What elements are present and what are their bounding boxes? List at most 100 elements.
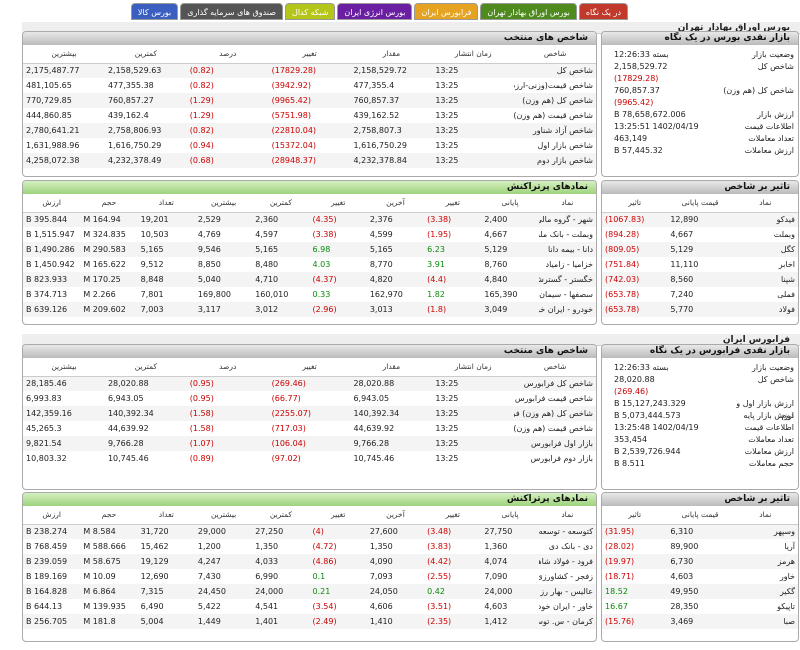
column-header[interactable]: تغییر bbox=[268, 358, 351, 377]
table-row[interactable]: تاپیکو 28,350 16.67 bbox=[602, 599, 798, 614]
tab-4[interactable]: شبکه کدال bbox=[285, 3, 336, 20]
table-row[interactable]: شاخص قیمت فرابورس 13:25 6,943.05 (66.77) (0.… bbox=[23, 391, 596, 406]
row-name[interactable]: شپنا bbox=[732, 272, 798, 287]
row-name[interactable]: شاخص کل (هم وزن) bbox=[514, 93, 596, 108]
row-name[interactable]: گکیر bbox=[732, 584, 798, 599]
row-name[interactable]: بازار دوم فرابورس bbox=[530, 454, 593, 463]
table-row[interactable]: زفجر - کشاورزی و دامپروری فجر اصفهان 7,09… bbox=[23, 569, 596, 584]
column-header[interactable]: درصد bbox=[186, 45, 269, 64]
row-name[interactable]: شاخص کل bbox=[514, 63, 596, 78]
table-row[interactable]: شاخص قیمت (هم وزن) فرا... 13:25 44,639.92 (… bbox=[23, 421, 596, 436]
row-name[interactable]: کرمان - س. توسعه و عمران استان کرم... bbox=[538, 614, 596, 629]
table-row[interactable]: کرمان - س. توسعه و عمران استان کرم...1,4… bbox=[23, 614, 596, 629]
row-name[interactable]: کگل bbox=[732, 242, 798, 257]
table-row[interactable]: خاور 4,603 (18.71) bbox=[602, 569, 798, 584]
table-row[interactable]: خاور - ایران‌ خودرو دیزل 4,603 (3.51) 4,606… bbox=[23, 599, 596, 614]
row-name[interactable]: شاخص آزاد شناور bbox=[514, 123, 596, 138]
column-header[interactable]: درصد bbox=[186, 358, 269, 377]
table-row[interactable]: فملی 7,240 (653.78) bbox=[602, 287, 798, 302]
table-row[interactable]: وبملت - بانک ملت 4,667 (1.95) 4,599 (3.38) 4,… bbox=[23, 227, 596, 242]
column-header[interactable]: مقدار bbox=[350, 358, 433, 377]
row-name[interactable]: هرمز bbox=[732, 554, 798, 569]
column-header[interactable]: مقدار bbox=[350, 45, 433, 64]
table-row[interactable]: شاخص بازار اول 13:25 1,616,750.29 (15372.04… bbox=[23, 138, 596, 153]
column-header[interactable]: نماد bbox=[732, 506, 798, 525]
column-header[interactable]: تغییر bbox=[309, 506, 367, 525]
row-name[interactable]: شاخص قیمت (هم وزن) فرا... bbox=[514, 424, 593, 433]
column-header[interactable]: بیشترین bbox=[23, 45, 105, 64]
column-header[interactable]: کمترین bbox=[252, 506, 310, 525]
row-name[interactable]: آریا bbox=[784, 542, 795, 551]
column-header[interactable]: نماد bbox=[538, 194, 596, 213]
table-row[interactable]: صبا 3,469 (15.76) bbox=[602, 614, 798, 629]
table-row[interactable]: هرمز 6,730 (19.97) bbox=[602, 554, 798, 569]
column-header[interactable]: ارزش bbox=[23, 506, 81, 525]
table-row[interactable]: شاخص آزاد شناور 13:25 2,758,807.3 (22810.04… bbox=[23, 123, 596, 138]
table-row[interactable]: دانا - بیمه دانا 5,129 6.23 5,165 6.98 5,165 9… bbox=[23, 242, 596, 257]
table-row[interactable]: دی - بانک دی 1,360 (3.83) 1,350 (4.72) 1,350 1… bbox=[23, 539, 596, 554]
tab-1[interactable]: بورس اوراق بهادار تهران bbox=[480, 3, 577, 20]
tab-5[interactable]: صندوق های سرمایه گذاری bbox=[180, 3, 283, 20]
table-row[interactable]: شاخص قیمت (هم وزن) 13:25 439,162.52 (5751.9… bbox=[23, 108, 596, 123]
column-header[interactable]: پایانی bbox=[481, 506, 539, 525]
row-name[interactable]: زفجر - کشاورزی و دامپروری فجر اصفهان bbox=[538, 572, 593, 581]
column-header[interactable]: کمترین bbox=[104, 358, 187, 377]
table-row[interactable]: شاخص قیمت(وزنی-ارزشی) 13:25 477,355.4 (3942… bbox=[23, 78, 596, 93]
column-header[interactable]: تعداد bbox=[137, 506, 195, 525]
column-header[interactable]: تغییر bbox=[268, 45, 351, 64]
row-name[interactable]: فولاد bbox=[732, 302, 798, 317]
table-row[interactable]: گکیر 49,950 18.52 bbox=[602, 584, 798, 599]
table-row[interactable]: خگستر - گسترش‌سرمایه‌گذاری‌ایران‌خ4,840(… bbox=[23, 272, 596, 287]
row-name[interactable]: خزامیا - زامیاد bbox=[545, 260, 593, 269]
table-row[interactable]: وبملت 4,667 (894.28) bbox=[602, 227, 798, 242]
table-row[interactable]: خزامیا - زامیاد 8,760 3.91 8,770 4.03 8,480 8,… bbox=[23, 257, 596, 272]
column-header[interactable]: بیشترین bbox=[194, 194, 253, 213]
column-header[interactable]: تعداد bbox=[137, 194, 195, 213]
column-header[interactable]: کمترین bbox=[252, 194, 310, 213]
row-name[interactable]: دانا - بیمه دانا bbox=[538, 242, 596, 257]
row-name[interactable]: وبملت - بانک ملت bbox=[539, 230, 593, 239]
column-header[interactable]: زمان انتشار bbox=[432, 45, 515, 64]
table-row[interactable]: شپنا 8,560 (742.03) bbox=[602, 272, 798, 287]
table-row[interactable]: شاخص بازار دوم 13:25 4,232,378.84 (28948.37… bbox=[23, 153, 596, 168]
row-name[interactable]: کتوسعه - توسعه صنایع و معادن کوثر bbox=[538, 524, 596, 539]
row-name[interactable]: خاور bbox=[779, 572, 795, 581]
column-header[interactable]: تاثیر bbox=[602, 194, 668, 213]
table-row[interactable]: بازار اول فرابورس 13:25 9,766.28 (106.04) (1… bbox=[23, 436, 596, 451]
tab-0[interactable]: در یک نگاه bbox=[578, 3, 628, 20]
row-name[interactable]: شاخص قیمت فرابورس bbox=[514, 394, 593, 403]
table-row[interactable]: عالیس - بهار رز عالیس چناران24,0000.4224… bbox=[23, 584, 596, 599]
table-row[interactable]: اخابر 11,110 (751.84) bbox=[602, 257, 798, 272]
column-header[interactable]: قیمت پایانی bbox=[667, 506, 733, 525]
column-header[interactable]: شاخص bbox=[514, 358, 596, 377]
row-name[interactable]: صبا bbox=[732, 614, 798, 629]
row-name[interactable]: خودرو - ایران‌ خودرو bbox=[538, 302, 596, 317]
table-row[interactable]: شهر - گروه مالی شهر2,400(3.38)2,376(4.35… bbox=[23, 212, 596, 227]
column-header[interactable]: پایانی bbox=[481, 194, 539, 213]
column-header[interactable]: حجم bbox=[80, 194, 138, 213]
table-row[interactable]: آریا 89,900 (28.02) bbox=[602, 539, 798, 554]
row-name[interactable]: شاخص قیمت (هم وزن) bbox=[514, 111, 593, 120]
column-header[interactable]: شاخص bbox=[514, 45, 596, 64]
table-row[interactable]: شاخص کل 13:25 2,158,529.72 (17829.28) (0.82)… bbox=[23, 63, 596, 78]
row-name[interactable]: خگستر - گسترش‌سرمایه‌گذاری‌ایران‌خ bbox=[538, 272, 596, 287]
row-name[interactable]: شاخص بازار دوم bbox=[514, 153, 596, 168]
table-row[interactable]: فرود - فولاد شاهرود4,074(4.42)4,090(4.86… bbox=[23, 554, 596, 569]
column-header[interactable]: تغییر bbox=[424, 194, 482, 213]
column-header[interactable]: آخرین bbox=[366, 194, 425, 213]
column-header[interactable]: ارزش bbox=[23, 194, 81, 213]
row-name[interactable]: شاخص کل (هم وزن) فرابورس bbox=[514, 406, 596, 421]
table-row[interactable]: شاخص کل فرابورس 13:25 28,020.88 (269.46) (0.… bbox=[23, 376, 596, 391]
column-header[interactable]: نماد bbox=[732, 194, 798, 213]
table-row[interactable]: فولاد 5,770 (653.78) bbox=[602, 302, 798, 317]
row-name[interactable]: وسپهر bbox=[732, 524, 798, 539]
column-header[interactable]: تغییر bbox=[424, 506, 482, 525]
tab-2[interactable]: فرابورس ایران bbox=[414, 3, 479, 20]
row-name[interactable]: شاخص بازار اول bbox=[537, 141, 593, 150]
column-header[interactable]: آخرین bbox=[366, 506, 425, 525]
row-name[interactable]: تاپیکو bbox=[777, 602, 795, 611]
column-header[interactable]: کمترین bbox=[104, 45, 187, 64]
column-header[interactable]: بیشترین bbox=[23, 358, 105, 377]
row-name[interactable]: سصفها - سیمان‌اصفهان bbox=[539, 290, 593, 299]
table-row[interactable]: وسپهر 6,310 (31.95) bbox=[602, 524, 798, 539]
